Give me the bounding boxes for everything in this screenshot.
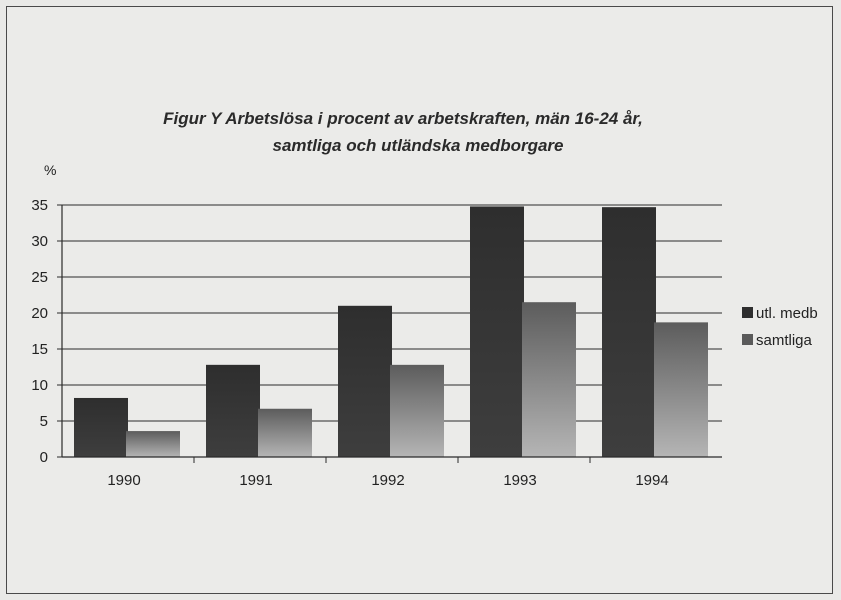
x-category-labels: 1990 1991 1992 1993 1994: [107, 472, 668, 489]
y-tick-label: 5: [40, 413, 48, 430]
bar-utl-medb: [206, 364, 260, 457]
y-axis-label: %: [44, 162, 56, 178]
x-category-label: 1994: [635, 472, 668, 489]
x-category-label: 1990: [107, 472, 140, 489]
legend-label: utl. medb: [756, 305, 818, 322]
axes: [61, 205, 722, 463]
y-tick-label: 0: [40, 449, 48, 466]
x-category-label: 1993: [503, 472, 536, 489]
bar-samtliga: [126, 431, 180, 457]
y-tick-label: 20: [31, 305, 48, 322]
legend: utl. medb samtliga: [742, 305, 818, 349]
y-tick-label: 10: [31, 377, 48, 394]
y-tick-label: 35: [31, 197, 48, 214]
bars: [74, 206, 708, 457]
x-category-label: 1992: [371, 472, 404, 489]
y-tick-label: 25: [31, 269, 48, 286]
bar-samtliga: [654, 322, 708, 457]
chart-frame: [6, 6, 833, 594]
chart-title: Figur Y Arbetslösa i procent av arbetskr…: [163, 109, 643, 128]
chart-subtitle: samtliga och utländska medborgare: [273, 136, 564, 155]
legend-swatch: [742, 334, 753, 345]
bar-utl-medb: [74, 397, 128, 457]
y-tick-label: 30: [31, 233, 48, 250]
bar-utl-medb: [602, 207, 656, 457]
bar-utl-medb: [470, 206, 524, 457]
bar-samtliga: [258, 408, 312, 457]
y-tick-label: 15: [31, 341, 48, 358]
legend-swatch: [742, 307, 753, 318]
y-tick-labels: 0 5 10 15 20 25 30 35: [31, 197, 48, 466]
bar-utl-medb: [338, 305, 392, 457]
legend-label: samtliga: [756, 332, 813, 349]
bar-samtliga: [390, 364, 444, 457]
x-category-label: 1991: [239, 472, 272, 489]
bar-samtliga: [522, 302, 576, 457]
